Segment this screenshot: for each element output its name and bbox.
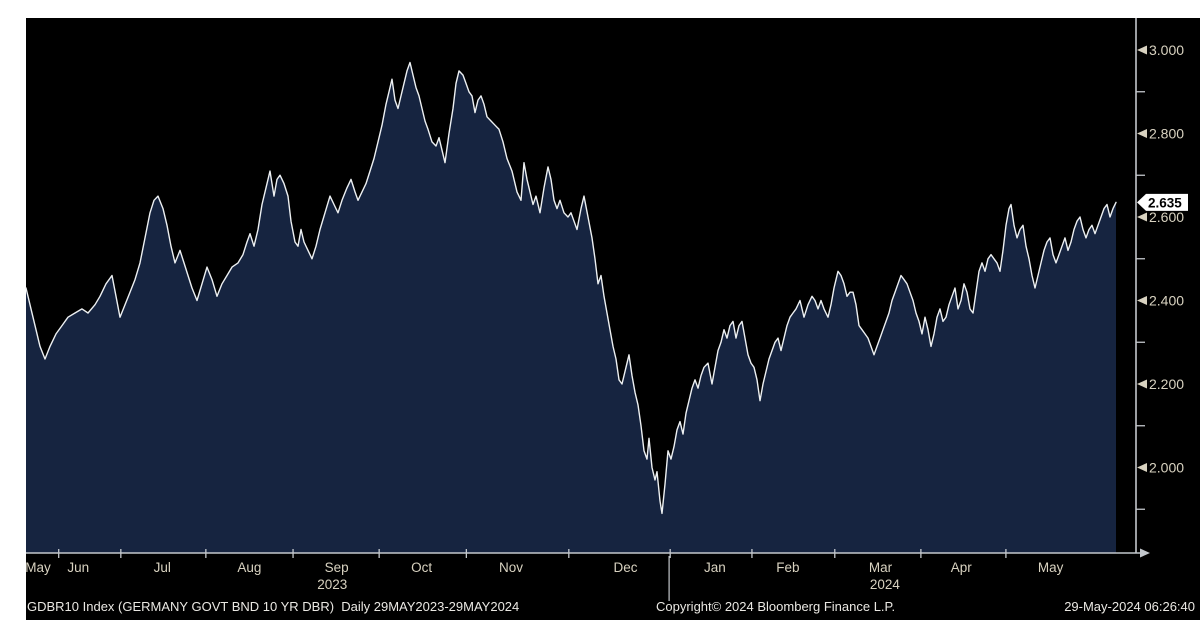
x-axis-month-label: Mar — [869, 560, 893, 575]
x-axis-month-label: Dec — [613, 560, 637, 575]
y-axis-tick-label: 2.000 — [1149, 460, 1184, 476]
x-axis-month-label: Nov — [499, 560, 523, 575]
x-axis-month-label: Jan — [704, 560, 726, 575]
x-axis-month-label: Feb — [776, 560, 799, 575]
y-axis-tick-label: 2.600 — [1149, 209, 1184, 225]
x-axis-month-label: Jun — [67, 560, 89, 575]
x-axis-month-label: Sep — [325, 560, 349, 575]
y-axis-tick-label: 2.800 — [1149, 126, 1184, 142]
x-axis-year-label: 2023 — [317, 577, 347, 592]
y-major-tick-arrow-icon — [1137, 45, 1147, 55]
x-axis-month-label: Apr — [951, 560, 973, 575]
price-line — [25, 61, 1117, 515]
y-major-tick-arrow-icon — [1137, 296, 1147, 305]
x-axis-month-label: Oct — [411, 560, 432, 575]
chart-timestamp: 29-May-2024 06:26:40 — [1064, 599, 1195, 614]
x-axis-month-label: Aug — [237, 560, 261, 575]
price-area — [26, 62, 1116, 553]
x-axis-month-label: May — [25, 560, 51, 575]
x-axis-year-label: 2024 — [870, 577, 901, 592]
y-major-tick-arrow-icon — [1137, 463, 1147, 472]
y-axis-tick-label: 2.400 — [1149, 293, 1184, 309]
y-major-tick-arrow-icon — [1137, 129, 1147, 138]
x-axis-month-label: May — [1038, 560, 1064, 575]
copyright-notice: Copyright© 2024 Bloomberg Finance L.P. — [656, 599, 896, 614]
x-axis-arrow-icon — [1140, 548, 1150, 558]
x-axis-month-label: Jul — [154, 560, 171, 575]
security-description: GDBR10 Index (GERMANY GOVT BND 10 YR DBR… — [27, 599, 520, 614]
y-axis-tick-label: 2.200 — [1149, 376, 1184, 392]
y-major-tick-arrow-icon — [1137, 379, 1147, 389]
y-major-tick-arrow-icon — [1137, 212, 1147, 222]
last-price-label: 2.635 — [1148, 195, 1182, 210]
y-axis-tick-label: 3.000 — [1149, 42, 1184, 58]
last-price-tag — [1137, 193, 1188, 211]
